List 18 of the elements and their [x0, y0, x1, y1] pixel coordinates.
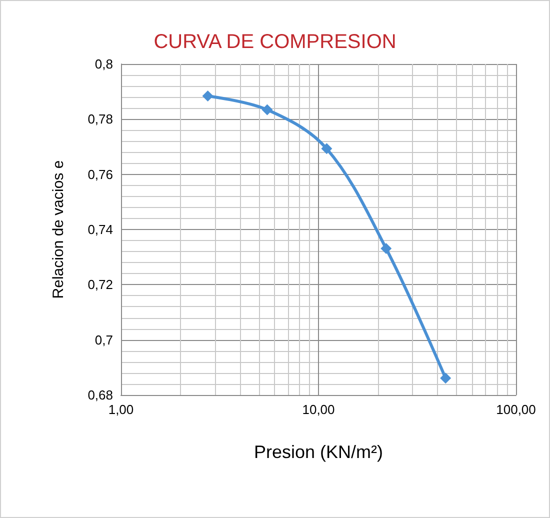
x-tick-label: 100,00 [496, 402, 536, 417]
x-tick-label: 10,00 [302, 402, 335, 417]
y-tick-label: 0,7 [94, 332, 113, 348]
point [440, 372, 452, 384]
point [321, 143, 332, 154]
y-tick-label: 0,72 [88, 277, 113, 292]
point [262, 104, 273, 116]
y-axis-title: Relacion de vacios e [50, 160, 67, 299]
point [380, 243, 392, 254]
y-tick-label: 0,68 [88, 388, 113, 402]
point [202, 90, 214, 102]
y-tick-label: 0,8 [94, 56, 113, 72]
y-tick-label: 0,78 [88, 112, 113, 127]
chart-title: CURVA DE COMPRESION [154, 31, 396, 53]
x-tick-label: 1,00 [108, 402, 134, 417]
x-axis-title: Presion (KN/m²) [254, 442, 384, 462]
y-tick-label: 0,76 [88, 166, 113, 182]
y-tick-label: 0,74 [88, 222, 113, 237]
